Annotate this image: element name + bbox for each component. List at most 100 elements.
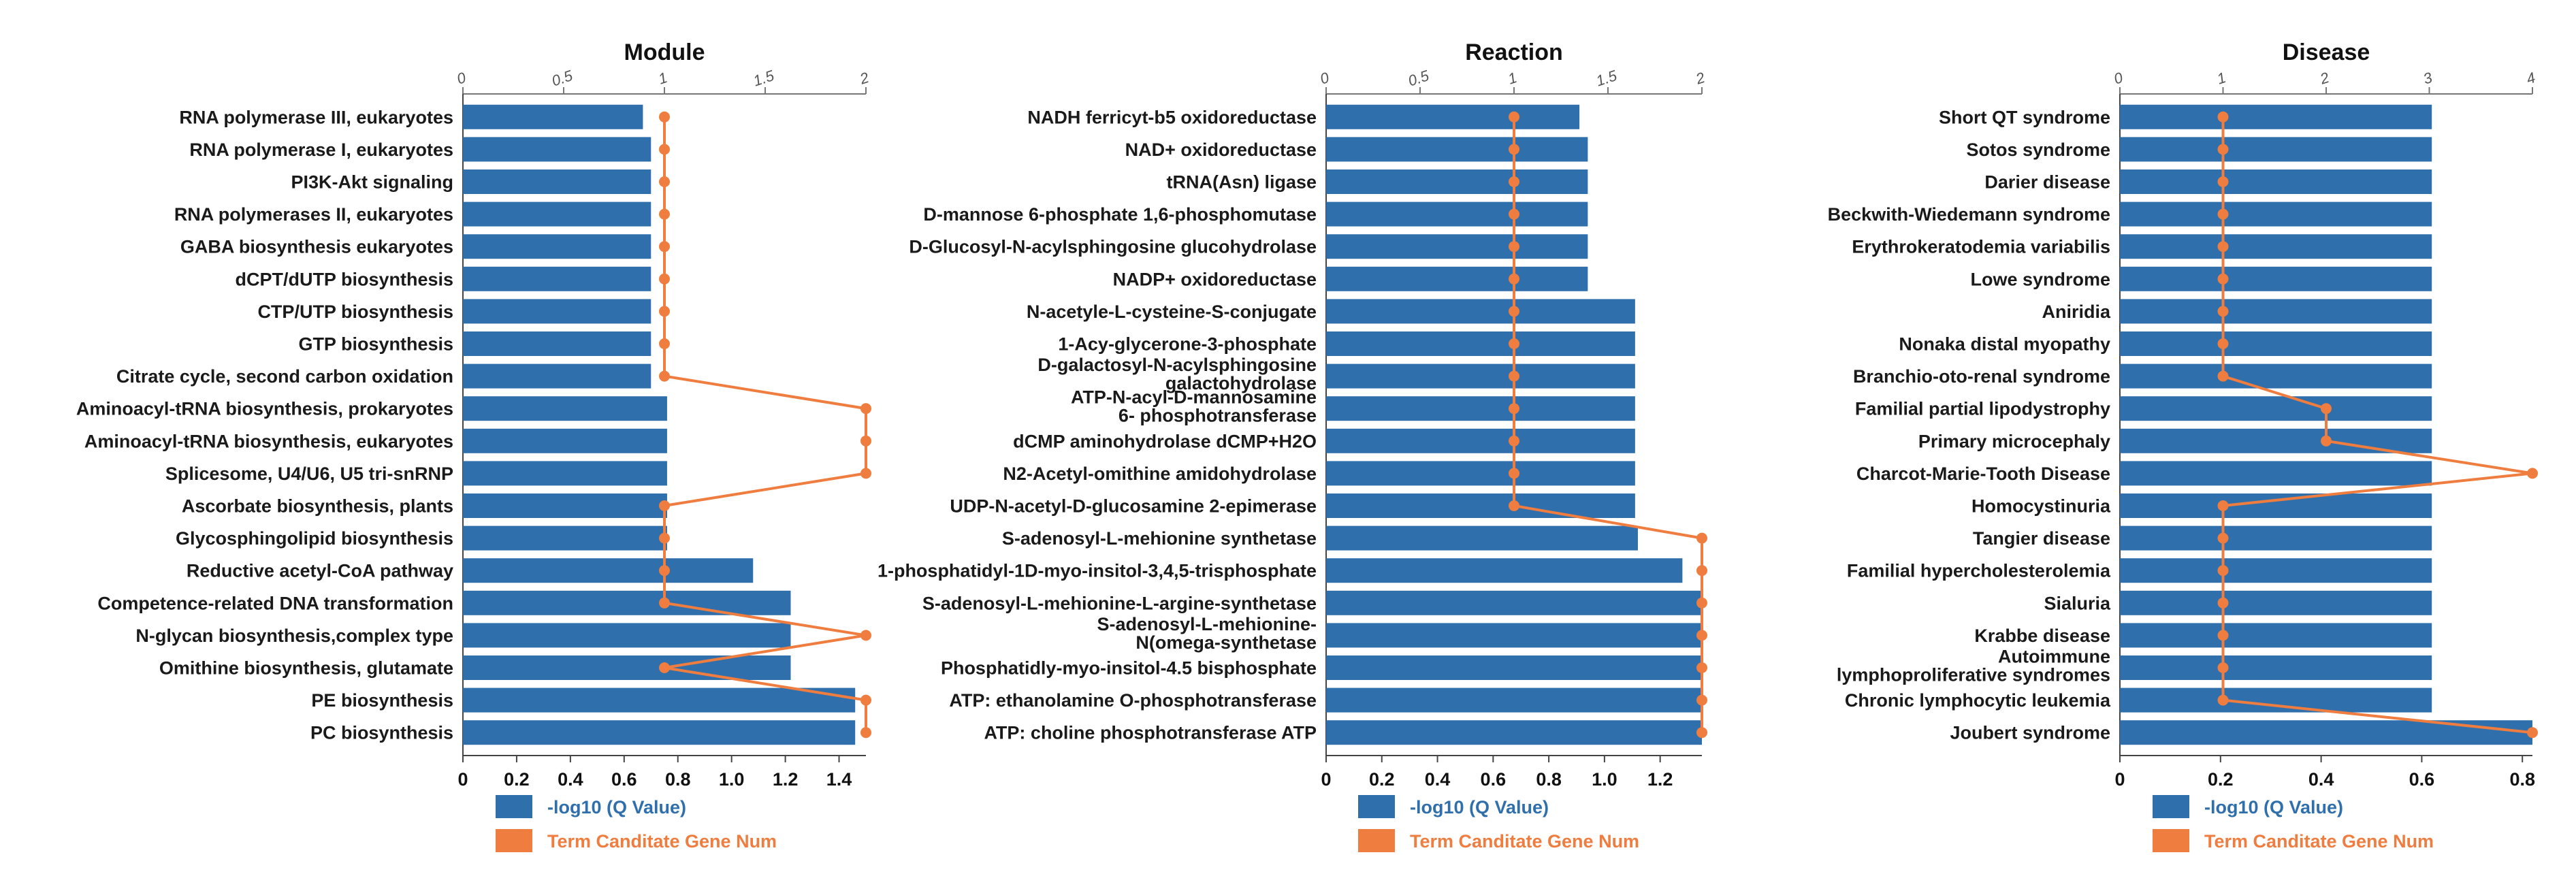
bar	[463, 623, 791, 648]
panel-title: Disease	[2283, 39, 2370, 65]
gene-num-point	[659, 306, 670, 317]
category-label: ATP-N-acyl-D-mannosamine 6- phosphotransf…	[1071, 387, 1317, 426]
gene-num-point	[1509, 208, 1519, 220]
category-label-line: Autoimmune	[1998, 646, 2110, 666]
category-label: PI3K-Akt signaling	[291, 172, 453, 192]
bar	[463, 428, 667, 453]
bar	[1326, 363, 1635, 389]
bar	[1326, 234, 1588, 259]
top-axis-tick-label: 0	[455, 69, 468, 88]
category-label: NADH ferricyt-b5 oxidoreductase	[1027, 107, 1317, 127]
category-label: Homocystinuria	[1971, 496, 2111, 516]
legend-swatch-line	[1358, 829, 1395, 852]
bottom-axis-tick-label: 1.2	[1647, 769, 1673, 790]
category-label: Autoimmune lymphoproliferative syndromes	[1837, 646, 2110, 685]
bar	[463, 201, 651, 227]
gene-num-point	[1509, 111, 1519, 123]
top-axis-tick-label: 0.5	[549, 67, 575, 89]
gene-num-point	[659, 241, 670, 253]
bar	[2120, 720, 2532, 745]
gene-num-point	[2217, 306, 2229, 317]
gene-num-point	[1696, 727, 1707, 739]
category-label: Phosphatidly-myo-insitol-4.5 bisphosphat…	[941, 658, 1317, 678]
category-label: 1-phosphatidyl-1D-myo-insitol-3,4,5-tris…	[878, 561, 1317, 581]
category-label: Omithine biosynthesis, glutamate	[159, 658, 453, 678]
category-label: Tangier disease	[1973, 528, 2110, 549]
gene-num-point	[659, 370, 670, 382]
bar	[1326, 558, 1683, 583]
bottom-axis-tick-label: 0.6	[1481, 769, 1507, 790]
bar	[1326, 493, 1635, 518]
gene-num-point	[1509, 144, 1519, 155]
legend-label-line: Term Canditate Gene Num	[547, 831, 777, 852]
gene-num-point	[659, 662, 670, 673]
bar	[463, 461, 667, 486]
bar	[2120, 558, 2432, 583]
gene-num-point	[2217, 241, 2229, 253]
category-label: Citrate cycle, second carbon oxidation	[116, 366, 453, 387]
bar	[1326, 428, 1635, 453]
category-label: ATP: choline phosphotransferase ATP	[984, 723, 1317, 743]
bar	[2120, 687, 2432, 713]
category-label: Sialuria	[2044, 593, 2111, 613]
category-label-line: lymphoproliferative syndromes	[1837, 664, 2110, 685]
gene-num-point	[2217, 111, 2229, 123]
legend-label-line: Term Canditate Gene Num	[2204, 831, 2434, 852]
bar	[2120, 266, 2432, 291]
category-label: Joubert syndrome	[1950, 723, 2110, 743]
gene-num-point	[1509, 500, 1519, 511]
bottom-axis-tick-label: 0.6	[611, 769, 637, 790]
gene-num-point	[1509, 370, 1519, 382]
category-label-line: S-adenosyl-L-mehionine-	[1097, 614, 1317, 634]
top-axis-tick-label: 0	[1318, 69, 1332, 88]
gene-num-point	[659, 111, 670, 123]
bar	[463, 266, 651, 291]
bar	[1326, 525, 1638, 551]
top-axis-tick-label: 2	[857, 69, 871, 88]
bar	[1326, 396, 1635, 421]
top-axis-tick-label: 2	[2317, 69, 2331, 88]
top-axis-tick-label: 1.5	[751, 67, 777, 89]
bottom-axis-tick-label: 0.4	[558, 769, 583, 790]
bar	[463, 363, 651, 389]
bottom-axis-tick-label: 1.4	[826, 769, 852, 790]
gene-num-point	[2217, 176, 2229, 187]
bar	[463, 331, 651, 356]
bar	[463, 525, 667, 551]
legend-label-line: Term Canditate Gene Num	[1410, 831, 1639, 852]
legend-swatch-bar	[1358, 795, 1395, 818]
category-label: N-glycan biosynthesis,complex type	[135, 626, 453, 646]
bar	[2120, 623, 2432, 648]
category-label: Primary microcephaly	[1918, 431, 2110, 451]
gene-num-point	[1696, 565, 1707, 577]
category-label: Darier disease	[1984, 172, 2110, 192]
gene-num-point	[659, 208, 670, 220]
category-label: tRNA(Asn) ligase	[1166, 172, 1317, 192]
bottom-axis-tick-label: 1.2	[773, 769, 799, 790]
category-label: RNA polymerase I, eukaryotes	[189, 140, 453, 160]
bar	[1326, 169, 1588, 194]
bar	[1326, 655, 1702, 680]
bar	[2120, 461, 2432, 486]
bar	[2120, 169, 2432, 194]
bar	[463, 396, 667, 421]
bar	[463, 104, 643, 129]
category-label: D-galactosyl-N-acylsphingosine galactohyd…	[1037, 355, 1317, 393]
bar	[463, 720, 856, 745]
bar	[2120, 525, 2432, 551]
gene-num-point	[2217, 208, 2229, 220]
gene-num-point	[659, 176, 670, 187]
bar	[463, 590, 791, 615]
category-label: GTP biosynthesis	[298, 334, 453, 354]
module-panel: Module 0 0.5 1 1.5 2 RNA polymerase III, eukar…	[76, 39, 871, 852]
gene-num-point	[1509, 176, 1519, 187]
bar	[1326, 461, 1635, 486]
gene-num-point	[1696, 694, 1707, 706]
bar	[2120, 331, 2432, 356]
category-label: Erythrokeratodemia variabilis	[1852, 237, 2110, 257]
bar	[2120, 396, 2432, 421]
bar	[2120, 137, 2432, 162]
gene-num-point	[2217, 273, 2229, 285]
bar	[1326, 331, 1635, 356]
bar	[2120, 590, 2432, 615]
